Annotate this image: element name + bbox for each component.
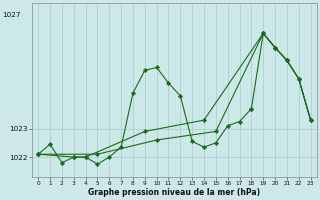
Text: 1027: 1027 — [2, 12, 20, 18]
X-axis label: Graphe pression niveau de la mer (hPa): Graphe pression niveau de la mer (hPa) — [88, 188, 260, 197]
